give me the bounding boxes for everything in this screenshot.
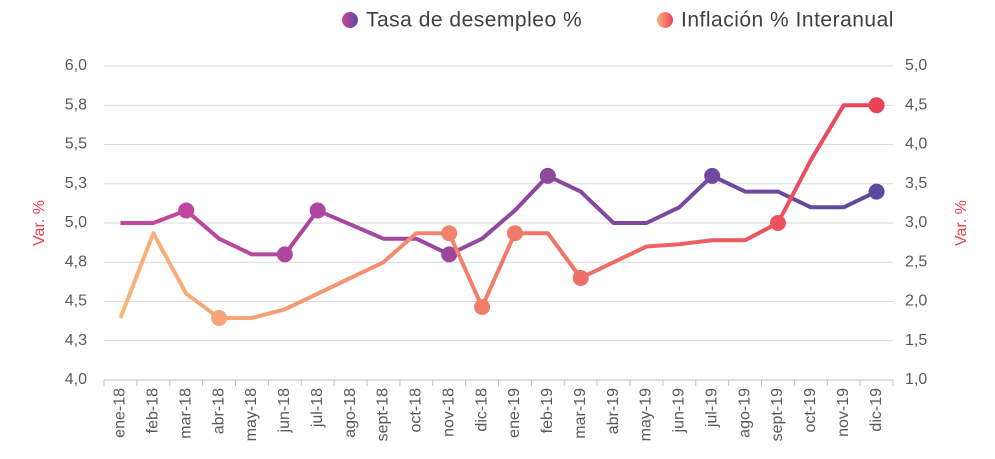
y2-tick-label: 2,0 [905,293,927,310]
y2-tick-label: 4,0 [905,136,927,153]
y-tick-label: 4,0 [65,371,87,388]
legend-marker [657,12,673,28]
marker [441,246,458,263]
y2-tick-label: 1,5 [905,332,927,349]
x-tick-label: nov-18 [440,388,457,437]
x-tick-label: nov-19 [835,388,852,437]
marker [704,167,721,184]
y2-tick-label: 4,5 [905,96,927,113]
y2-tick-label: 5,0 [905,57,927,74]
x-tick-label: mar-18 [177,388,194,439]
series-line [120,173,878,257]
marker [769,215,786,231]
y-axis-label: Var. % [31,200,48,246]
y2-tick-label: 1,0 [905,371,927,388]
x-tick-label: may-18 [243,388,260,441]
y2-tick-label: 3,0 [905,214,927,231]
x-tick-label: sept-18 [375,388,392,441]
x-tick-label: feb-19 [539,388,556,433]
y-tick-label: 5,3 [65,175,87,192]
marker [309,202,326,219]
x-tick-label: jun-18 [276,388,293,434]
x-tick-label: feb-18 [145,388,162,433]
x-tick-label: jul-19 [703,388,720,428]
x-tick-label: ago-19 [736,388,753,438]
x-tick-label: dic-19 [868,388,885,432]
marker [276,246,293,263]
legend-label: Inflación % Interanual [681,9,894,32]
y2-axis-label: Var. % [953,200,970,246]
marker [868,97,885,114]
x-tick-label: ene-18 [112,388,129,438]
x-tick-label: abr-18 [210,388,227,434]
marker [506,225,523,242]
y-tick-label: 5,0 [65,214,87,231]
marker [441,225,458,242]
x-tick-label: dic-18 [473,388,490,432]
y-tick-label: 6,0 [65,57,87,74]
y2-tick-label: 3,5 [905,175,927,192]
x-tick-label: jun-19 [671,388,688,434]
y-tick-label: 4,5 [65,293,87,310]
x-tick-label: ene-19 [506,388,523,438]
y2-tick-label: 2,5 [905,253,927,270]
y-tick-label: 4,3 [65,332,87,349]
y-tick-label: 4,8 [65,253,87,270]
x-tick-label: oct-19 [802,388,819,433]
x-tick-label: abr-19 [605,388,622,434]
marker [211,309,228,326]
x-tick-label: may-19 [638,388,655,441]
x-tick-label: oct-18 [408,388,425,433]
x-tick-label: mar-19 [572,388,589,439]
marker [572,269,589,286]
marker [178,202,195,219]
y-tick-label: 5,5 [65,136,87,153]
series-line [118,103,877,320]
marker [539,167,556,184]
legend-marker [342,12,358,28]
x-tick-label: jul-18 [309,388,326,428]
legend-label: Tasa de desempleo % [366,9,582,32]
x-tick-label: ago-18 [342,388,359,438]
x-tick-label: sept-19 [769,388,786,441]
marker [868,183,885,200]
y-tick-label: 5,8 [65,96,87,113]
marker [474,298,491,315]
